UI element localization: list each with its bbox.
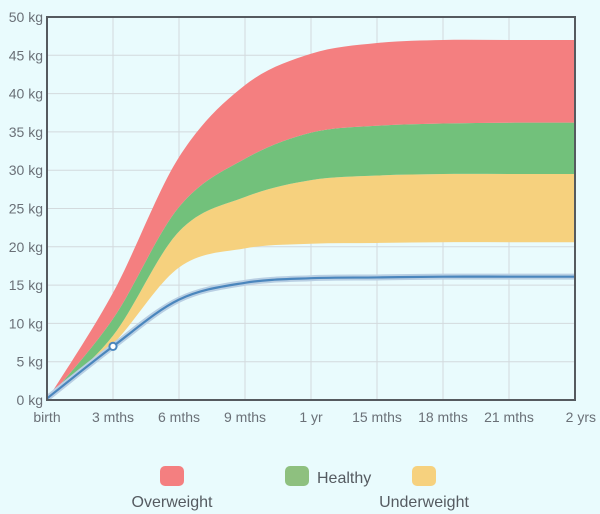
- legend-swatch: [285, 466, 309, 486]
- x-tick-label: 1 yr: [299, 409, 323, 425]
- series-lines: [47, 273, 575, 400]
- band-overweight: [47, 39, 575, 400]
- y-tick-label: 10 kg: [9, 315, 43, 331]
- y-tick-label: 50 kg: [9, 9, 43, 25]
- x-tick-label: 9 mths: [224, 409, 266, 425]
- y-tick-label: 35 kg: [9, 124, 43, 140]
- y-tick-label: 25 kg: [9, 201, 43, 217]
- x-tick-label: 21 mths: [484, 409, 534, 425]
- legend-item-overweight[interactable]: Overweight: [132, 466, 213, 511]
- band-underweight: [47, 173, 575, 400]
- y-tick-label: 20 kg: [9, 239, 43, 255]
- y-tick-label: 45 kg: [9, 47, 43, 63]
- series-line: [47, 275, 575, 400]
- x-tick-label: birth: [33, 409, 60, 425]
- legend-item-healthy[interactable]: Healthy: [285, 466, 371, 487]
- legend: Overweight Healthy Underweight: [132, 466, 469, 511]
- legend-swatch: [160, 466, 184, 486]
- x-tick-label: 18 mths: [418, 409, 468, 425]
- x-axis-ticks: birth 3 mths 6 mths 9 mths 1 yr 15 mths 18 mth…: [33, 409, 596, 425]
- y-tick-label: 5 kg: [17, 354, 43, 370]
- y-axis-ticks: 0 kg 5 kg 10 kg 15 kg 20 kg 25 kg 30 kg 35 kg 40…: [9, 9, 43, 408]
- y-tick-label: 30 kg: [9, 162, 43, 178]
- y-tick-label: 40 kg: [9, 86, 43, 102]
- x-tick-label: 3 mths: [92, 409, 134, 425]
- x-tick-label: 6 mths: [158, 409, 200, 425]
- plot-frame: [46, 16, 576, 401]
- x-tick-label: 15 mths: [352, 409, 402, 425]
- legend-label: Healthy: [317, 470, 371, 487]
- x-tick-label: 2 yrs: [566, 409, 596, 425]
- y-tick-label: 0 kg: [17, 392, 43, 408]
- legend-label: Overweight: [132, 494, 213, 511]
- legend-item-underweight[interactable]: Underweight: [379, 466, 469, 511]
- legend-swatch: [412, 466, 436, 486]
- y-tick-label: 15 kg: [9, 277, 43, 293]
- band-healthy: [47, 122, 575, 400]
- band-areas: [47, 39, 575, 400]
- legend-label: Underweight: [379, 494, 469, 511]
- data-point-marker[interactable]: [108, 341, 118, 351]
